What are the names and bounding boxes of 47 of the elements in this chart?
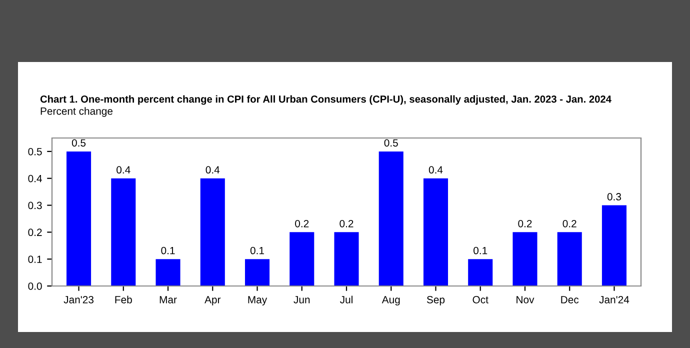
data-label: 0.5 [384,139,398,147]
data-label: 0.2 [340,220,354,228]
x-tick-label: Jan'23 [64,296,94,304]
data-label: 0.2 [295,220,309,228]
data-label: 0.2 [562,220,576,228]
y-tick-label: 0.0 [28,282,42,290]
x-tick-label: Jan'24 [599,296,630,304]
x-tick-label: Mar [160,296,177,304]
bar [468,259,493,286]
bar [334,232,359,286]
data-label: 0.1 [161,246,175,254]
x-tick-label: Aug [382,296,400,306]
data-label: 0.5 [72,139,86,147]
x-tick-label: Sep [426,296,445,306]
x-tick-label: Dec [561,296,579,304]
data-label: 0.1 [250,246,264,254]
bar [423,178,448,286]
y-tick-label: 0.2 [28,228,42,236]
x-tick-label: May [248,296,268,306]
bar [156,259,180,286]
x-tick-label: Apr [204,296,221,306]
bar [378,151,404,286]
bar [200,178,225,286]
x-tick-label: Jun [294,296,310,304]
data-label: 0.4 [206,166,220,174]
bar [244,259,270,286]
y-tick-label: 0.1 [28,256,42,263]
x-tick-label: Jul [340,296,352,304]
x-tick-label: Feb [115,296,132,304]
bar [290,232,314,286]
data-label: 0.2 [518,220,532,228]
y-tick-label: 0.4 [28,174,42,182]
y-tick-label: 0.3 [28,202,42,210]
bar [66,151,92,286]
data-label: 0.3 [607,193,622,200]
y-tick-label: 0.5 [28,148,42,156]
x-tick-label: Nov [516,296,534,304]
data-label: 0.1 [474,246,488,254]
chart-title: Chart 1. One-month percent change in CPI for All Urban Consumers (CPI-U), seasonally adjusted, Jan. 2023 - Jan. 2024 [40,95,612,105]
bar [602,205,626,286]
bar [512,232,538,286]
chart-subtitle: Percent change [40,107,113,117]
data-label: 0.4 [116,166,130,174]
data-label: 0.4 [428,166,443,174]
x-tick-label: Oct [472,296,488,304]
bar [557,232,582,286]
bar [111,178,136,286]
